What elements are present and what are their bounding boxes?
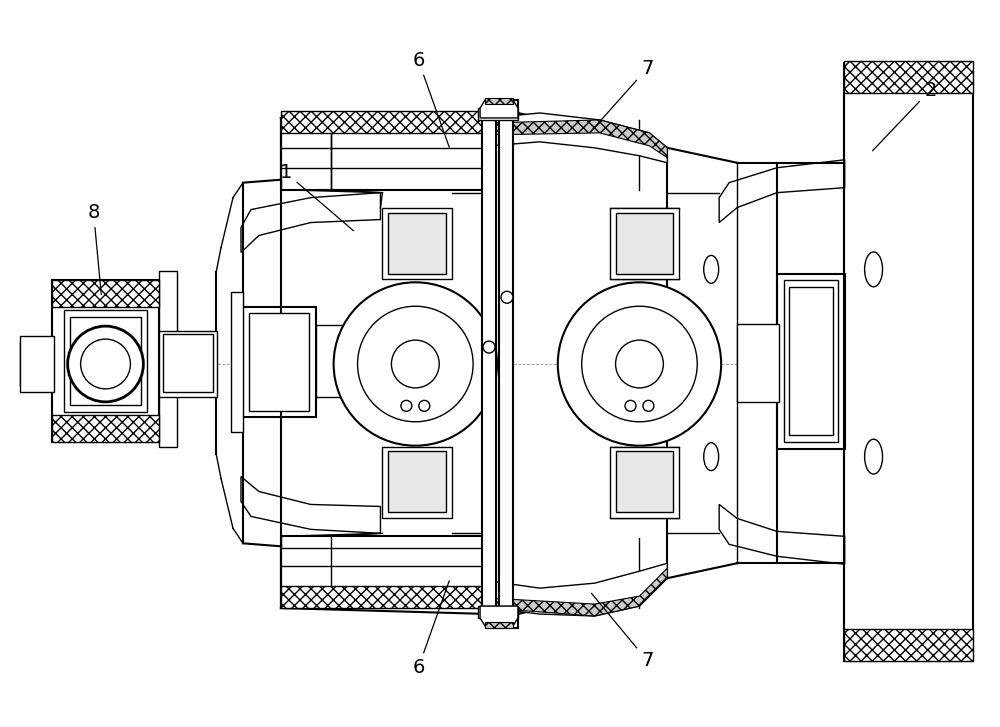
Circle shape <box>401 401 412 411</box>
Bar <box>616 212 673 274</box>
Text: 7: 7 <box>592 59 654 131</box>
Polygon shape <box>480 606 518 626</box>
Bar <box>249 313 309 411</box>
Polygon shape <box>719 505 845 564</box>
Ellipse shape <box>865 439 883 474</box>
Polygon shape <box>490 120 667 158</box>
Ellipse shape <box>865 252 883 286</box>
Text: 1: 1 <box>280 164 353 230</box>
Bar <box>610 208 679 279</box>
Bar <box>478 606 518 618</box>
Bar <box>241 308 316 417</box>
Circle shape <box>81 339 130 389</box>
Polygon shape <box>490 563 667 616</box>
Bar <box>163 334 213 392</box>
Bar <box>382 208 452 279</box>
Circle shape <box>358 306 473 422</box>
Polygon shape <box>490 569 667 616</box>
Ellipse shape <box>704 255 719 284</box>
Bar <box>784 281 838 442</box>
Bar <box>844 63 973 661</box>
Bar <box>52 281 159 442</box>
Circle shape <box>419 401 430 411</box>
Circle shape <box>334 282 497 446</box>
Bar <box>281 586 490 608</box>
Bar <box>844 629 973 661</box>
Text: 6: 6 <box>412 581 449 678</box>
Bar <box>485 622 513 628</box>
Bar <box>316 325 383 397</box>
Bar <box>616 451 673 513</box>
Bar <box>159 271 177 446</box>
Bar <box>485 98 513 104</box>
Polygon shape <box>480 100 518 118</box>
Bar <box>737 324 779 402</box>
Bar <box>231 292 243 432</box>
Bar <box>281 111 490 133</box>
Text: 8: 8 <box>87 203 101 294</box>
Text: 7: 7 <box>591 593 654 670</box>
Bar <box>478 108 518 120</box>
Text: 6: 6 <box>412 51 449 147</box>
Bar <box>777 274 845 449</box>
Bar <box>382 446 452 518</box>
Bar <box>610 446 679 518</box>
Bar <box>388 212 446 274</box>
Bar <box>281 537 490 608</box>
Circle shape <box>643 401 654 411</box>
Bar <box>20 336 54 392</box>
Circle shape <box>582 306 697 422</box>
Bar <box>281 118 490 190</box>
Polygon shape <box>241 193 380 252</box>
Text: 2: 2 <box>872 81 937 150</box>
Bar <box>70 317 141 405</box>
Circle shape <box>68 326 143 402</box>
Polygon shape <box>490 113 667 163</box>
Circle shape <box>501 292 513 303</box>
Bar <box>844 61 973 93</box>
Polygon shape <box>719 160 845 222</box>
Bar <box>388 451 446 513</box>
Bar <box>789 287 833 435</box>
Circle shape <box>558 282 721 446</box>
Bar <box>482 118 496 608</box>
Ellipse shape <box>704 443 719 470</box>
Bar <box>64 310 147 411</box>
Polygon shape <box>241 477 380 534</box>
Bar <box>499 118 513 608</box>
Bar <box>52 281 159 308</box>
Circle shape <box>625 401 636 411</box>
Bar <box>159 331 217 397</box>
Circle shape <box>391 340 439 388</box>
Circle shape <box>616 340 663 388</box>
Circle shape <box>483 341 495 353</box>
Bar <box>52 415 159 442</box>
